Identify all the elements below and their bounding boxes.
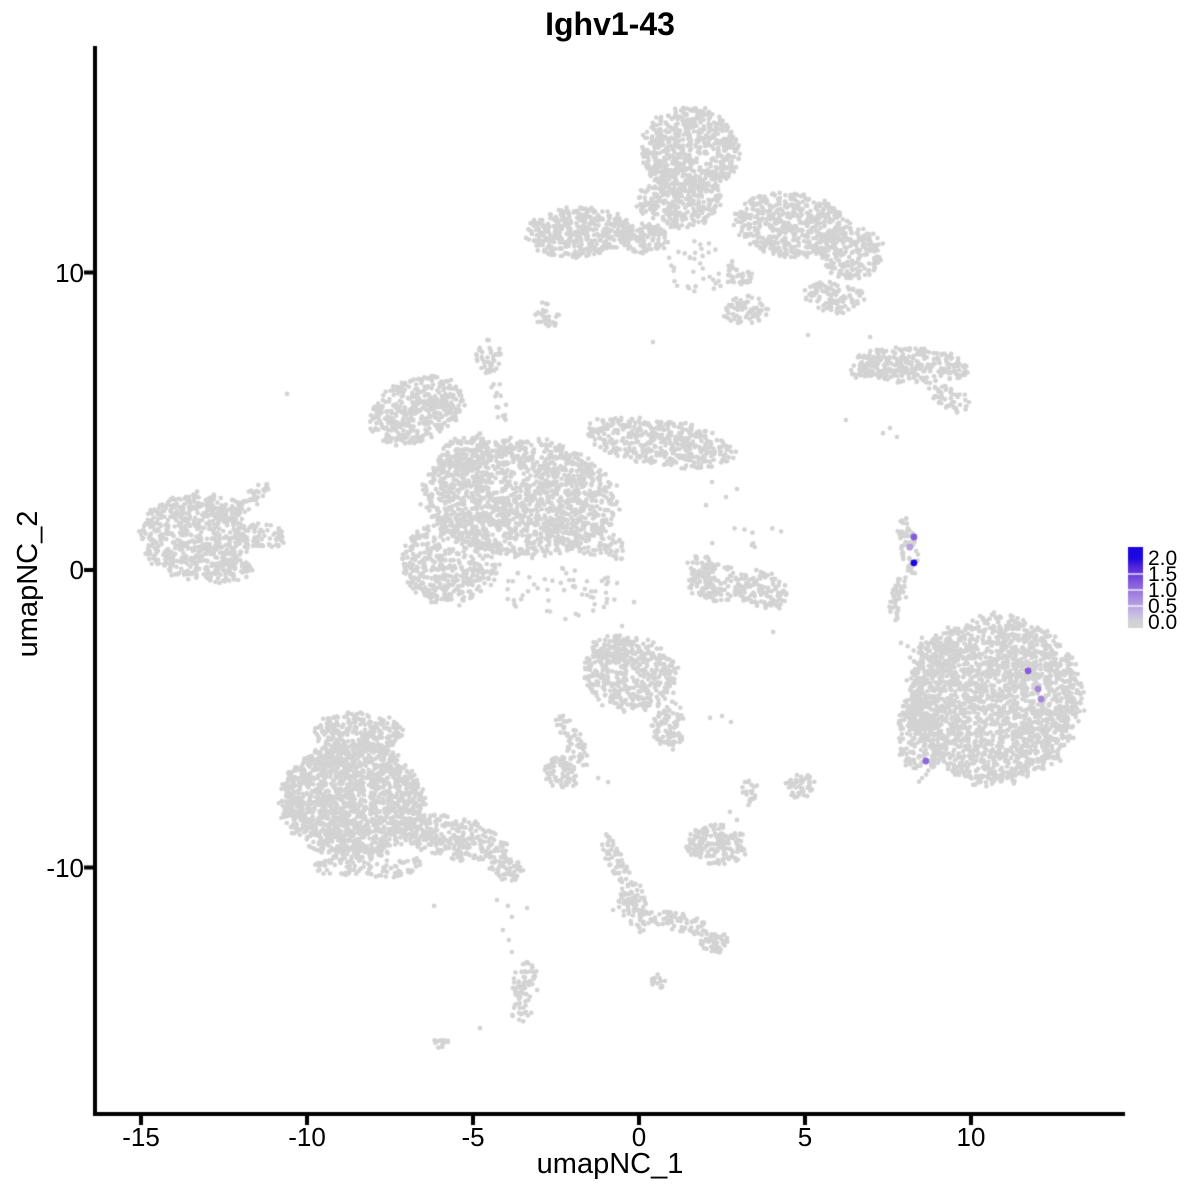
x-tick-label: -10 <box>288 1122 326 1152</box>
x-tick-label: 10 <box>956 1122 986 1152</box>
y-tick-label: -10 <box>46 852 84 883</box>
x-tick-label: 5 <box>797 1122 813 1152</box>
x-axis-title: umapNC_1 <box>536 1148 684 1180</box>
x-tick-label: 0 <box>631 1122 647 1152</box>
legend-tick-label: 1.0 <box>1148 579 1178 602</box>
x-tick-label: -15 <box>122 1122 160 1152</box>
legend-tick-label: 1.5 <box>1148 563 1178 586</box>
y-tick-label: 10 <box>55 257 84 288</box>
x-tick-label: -5 <box>461 1122 485 1152</box>
plot-title: Ighv1-43 <box>545 6 675 42</box>
legend-tick-label: 0.0 <box>1148 611 1178 634</box>
y-tick-label: 0 <box>69 555 84 585</box>
y-axis-title: umapNC_2 <box>12 510 44 658</box>
legend-tick-label: 0.5 <box>1148 595 1178 618</box>
legend-tick-label: 2.0 <box>1148 547 1178 570</box>
